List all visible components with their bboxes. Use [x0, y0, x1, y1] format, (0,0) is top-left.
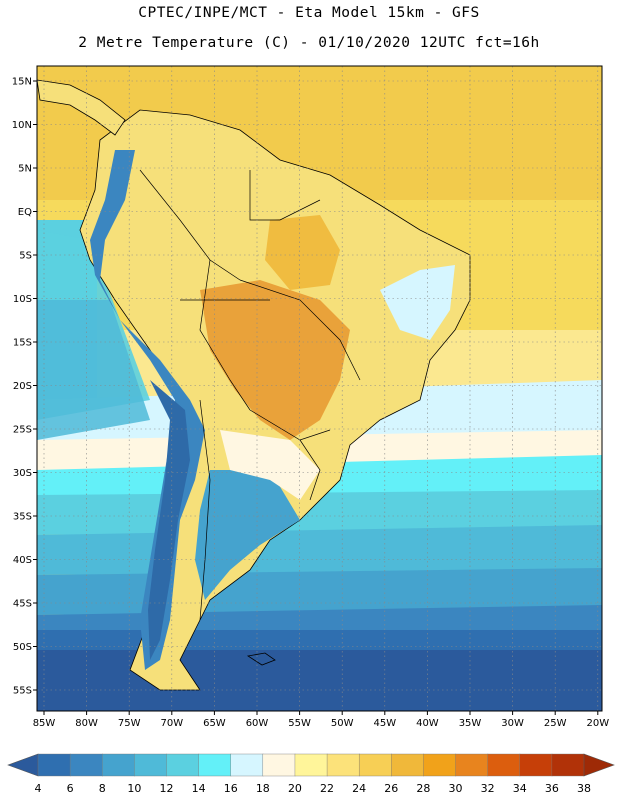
lat-label: 15N: [12, 77, 32, 88]
falklands: [246, 652, 276, 666]
lon-label: 35W: [459, 718, 482, 729]
legend-swatch: [551, 753, 585, 777]
map-frame: [36, 65, 603, 712]
latitude-labels: 15N 10N 5N EQ 5S 10S 15S 20S 25S 30S 35S 40S 45S 50S 5…: [12, 77, 32, 697]
legend-labels: 4 6 8 10 12 14 16 18 20 22 24 26 28 30 32 34 36 38: [35, 782, 592, 795]
title-line-1: CPTEC/INPE/MCT - Eta Model 15km - GFS: [138, 5, 480, 21]
northeast-cool: [380, 265, 455, 340]
title-line-2: 2 Metre Temperature (C) - 01/10/2020 12U…: [78, 35, 540, 51]
lat-label: 5N: [18, 164, 32, 175]
lat-label: 25S: [13, 425, 32, 436]
legend-label: 26: [384, 782, 398, 795]
lon-label: 30W: [501, 718, 524, 729]
legend-label: 6: [67, 782, 74, 795]
lon-label: 65W: [203, 718, 226, 729]
lat-label: 15S: [13, 338, 32, 349]
lon-label: 80W: [75, 718, 98, 729]
interior-hot: [265, 215, 340, 290]
andes-cold: [90, 150, 205, 670]
legend-swatch: [519, 753, 553, 777]
lat-label: 20S: [13, 381, 32, 392]
lat-label: 50S: [13, 642, 32, 653]
lat-label: 30S: [13, 468, 32, 479]
temperature-map: 15N 10N 5N EQ 5S 10S 15S 20S 25S 30S 35S 40S 45S 50S 5…: [12, 65, 610, 729]
legend-swatch: [230, 753, 264, 777]
legend-swatch: [134, 753, 167, 777]
lon-label: 50W: [331, 718, 354, 729]
legend-swatch: [69, 753, 103, 777]
patagonia-cool: [195, 470, 300, 600]
legend-swatch: [102, 753, 135, 777]
legend-swatch: [37, 753, 71, 777]
longitude-labels: 85W 80W 75W 70W 65W 60W 55W 50W 45W 40W 35W 30W 25W 2…: [33, 718, 610, 729]
pampa: [220, 430, 320, 500]
lon-label: 40W: [416, 718, 439, 729]
legend-arrow-right: [583, 753, 615, 777]
legend-label: 4: [35, 782, 42, 795]
legend-swatch: [262, 753, 296, 777]
legend-label: 12: [159, 782, 173, 795]
legend-swatch: [358, 753, 392, 777]
lon-label: 60W: [246, 718, 269, 729]
legend-label: 16: [224, 782, 238, 795]
map-layers: [37, 66, 602, 711]
legend-label: 28: [416, 782, 430, 795]
lon-label: 45W: [373, 718, 396, 729]
legend-label: 20: [288, 782, 302, 795]
lat-lon-grid: [33, 66, 602, 715]
pacific-cool: [37, 300, 150, 440]
legend-swatch: [294, 753, 328, 777]
legend-label: 8: [99, 782, 106, 795]
legend-label: 32: [481, 782, 495, 795]
ocean-band: [37, 650, 602, 711]
legend-arrow-left: [7, 753, 39, 777]
legend-swatch: [198, 753, 232, 777]
central-america-land: [37, 79, 126, 136]
andes-cold-core: [148, 380, 190, 660]
legend-label: 36: [545, 782, 559, 795]
legend-label: 22: [320, 782, 334, 795]
lat-label: 10S: [13, 294, 32, 305]
legend-swatch: [455, 753, 489, 777]
lon-label: 55W: [288, 718, 311, 729]
legend-bar: [7, 753, 615, 777]
lon-label: 75W: [118, 718, 141, 729]
legend-swatch: [326, 753, 360, 777]
lon-label: 70W: [160, 718, 183, 729]
legend-label: 18: [256, 782, 270, 795]
legend-swatch: [166, 753, 200, 777]
legend-label: 34: [513, 782, 527, 795]
legend-label: 24: [352, 782, 366, 795]
legend-label: 38: [577, 782, 591, 795]
lon-label: 20W: [586, 718, 609, 729]
legend-swatch: [487, 753, 521, 777]
lat-label: 55S: [13, 686, 32, 697]
lat-label: 10N: [12, 120, 32, 131]
lon-label: 85W: [33, 718, 56, 729]
lat-label: 35S: [13, 512, 32, 523]
lon-label: 25W: [544, 718, 567, 729]
lat-label: EQ: [18, 207, 32, 218]
country-borders: [139, 169, 361, 621]
color-legend: 4 6 8 10 12 14 16 18 20 22 24 26 28 30 32 34 36 38: [7, 753, 615, 795]
legend-swatch: [423, 753, 457, 777]
legend-label: 14: [192, 782, 206, 795]
legend-swatch: [391, 753, 424, 777]
interior-hot: [200, 280, 350, 440]
lat-label: 40S: [13, 555, 32, 566]
lat-label: 5S: [19, 251, 32, 262]
legend-label: 10: [127, 782, 141, 795]
lat-label: 45S: [13, 599, 32, 610]
legend-label: 30: [449, 782, 463, 795]
